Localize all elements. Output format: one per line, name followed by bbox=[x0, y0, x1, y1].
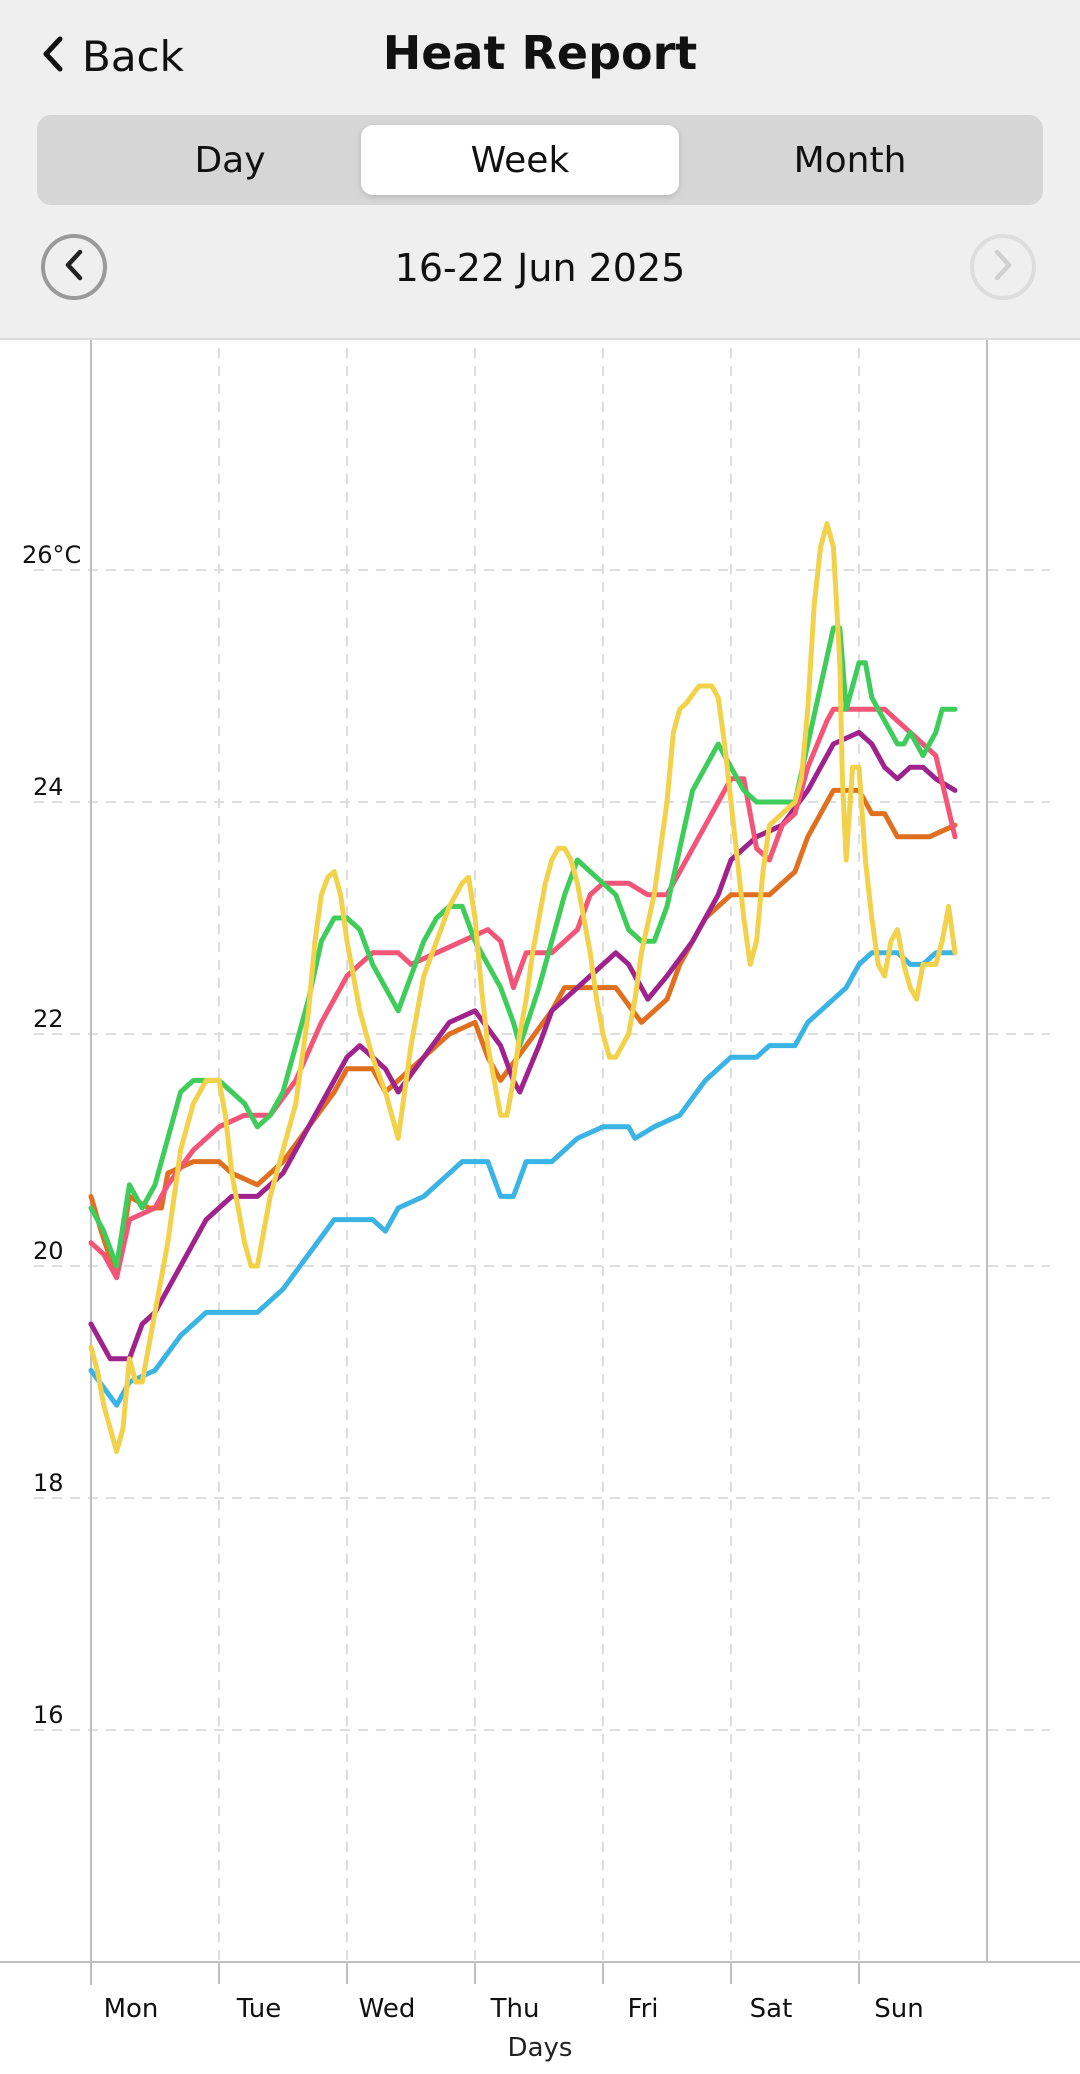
tab-month[interactable]: Month bbox=[793, 139, 907, 181]
series-line-6 bbox=[88, 521, 958, 1455]
x-tick-label: Tue bbox=[236, 1994, 281, 2024]
x-tick-label: Mon bbox=[104, 1994, 159, 2024]
chevron-left-circle-icon bbox=[61, 248, 87, 286]
x-tick-label: Fri bbox=[628, 1994, 659, 2024]
series-line-4 bbox=[88, 706, 958, 1281]
y-tick-label: 20 bbox=[33, 1237, 64, 1265]
x-tick-label: Sun bbox=[874, 1994, 923, 2024]
x-tick-label: Thu bbox=[490, 1994, 540, 2024]
series-line-5 bbox=[88, 625, 958, 1269]
y-tick-label: 26°C bbox=[22, 541, 81, 569]
x-axis-title: Days bbox=[508, 2033, 573, 2063]
date-range-row: 16-22 Jun 2025 bbox=[0, 228, 1080, 308]
y-tick-label: 24 bbox=[33, 773, 64, 801]
series-line-2 bbox=[88, 787, 958, 1281]
period-segmented-control: Day Week Month bbox=[37, 115, 1043, 205]
chevron-left-icon bbox=[38, 33, 68, 79]
back-label: Back bbox=[82, 31, 184, 81]
tab-day[interactable]: Day bbox=[194, 139, 266, 181]
y-tick-label: 18 bbox=[33, 1469, 64, 1497]
y-tick-label: 16 bbox=[33, 1701, 64, 1729]
x-tick-label: Wed bbox=[359, 1994, 416, 2024]
series-line-1 bbox=[88, 950, 958, 1408]
back-button[interactable]: Back bbox=[38, 26, 184, 86]
chevron-right-circle-icon bbox=[990, 248, 1016, 286]
header: Back Heat Report Day Week Month 16-22 Ju… bbox=[0, 0, 1080, 340]
next-week-button[interactable] bbox=[970, 234, 1036, 300]
previous-week-button[interactable] bbox=[41, 234, 107, 300]
x-tick-label: Sat bbox=[750, 1994, 793, 2024]
series-line-3 bbox=[88, 729, 958, 1362]
tab-week[interactable]: Week bbox=[361, 125, 679, 195]
y-tick-label: 22 bbox=[33, 1005, 64, 1033]
date-range-label: 16-22 Jun 2025 bbox=[394, 246, 686, 290]
